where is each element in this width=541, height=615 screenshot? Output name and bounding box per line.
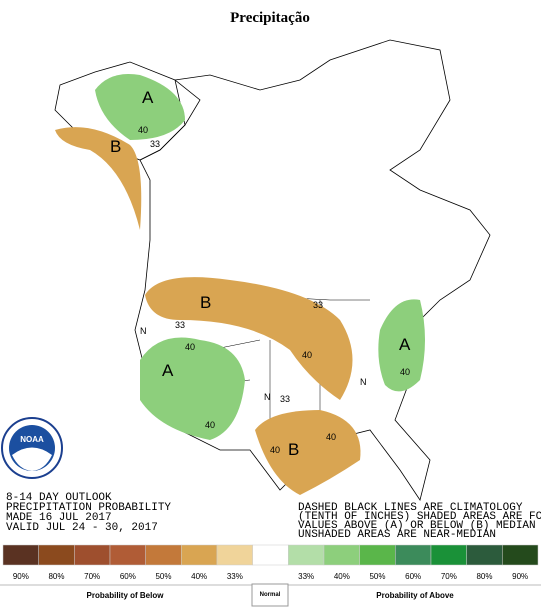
above-area xyxy=(378,299,425,392)
legend-swatch xyxy=(38,544,75,566)
above-area xyxy=(95,74,185,140)
legend-label: 50% xyxy=(369,572,385,581)
map-label: N xyxy=(140,326,147,336)
note-line: (TENTH OF INCHES) SHADED AREAS ARE FCST xyxy=(298,511,541,523)
legend-title: Normal xyxy=(260,592,281,598)
outlook-line: MADE 16 JUL 2017 xyxy=(6,512,112,524)
legend-swatch xyxy=(430,544,467,566)
legend-label: 80% xyxy=(48,572,64,581)
map-label: 33 xyxy=(280,394,290,404)
map-label: 40 xyxy=(326,432,336,442)
legend-label: 60% xyxy=(405,572,421,581)
map-label: 33 xyxy=(175,320,185,330)
legend-swatch xyxy=(74,544,111,566)
map-label: 40 xyxy=(138,125,148,135)
continent xyxy=(134,39,491,501)
legend-swatch xyxy=(502,544,539,566)
below-area xyxy=(55,127,142,230)
map xyxy=(54,39,491,501)
title: Precipitação xyxy=(230,10,310,26)
above-area xyxy=(140,337,245,440)
logo-text: NOAA xyxy=(20,435,44,444)
below-area xyxy=(255,410,361,495)
normal-box xyxy=(251,583,289,607)
note-line: UNSHADED AREAS ARE NEAR-MEDIAN xyxy=(298,529,496,541)
map-label: N xyxy=(264,392,271,402)
legend-label: 60% xyxy=(120,572,136,581)
legend-label: 33% xyxy=(298,572,314,581)
legend-swatch xyxy=(109,544,146,566)
note-line: DASHED BLACK LINES ARE CLIMATOLOGY xyxy=(298,502,523,514)
legend-label: 80% xyxy=(476,572,492,581)
legend-swatch xyxy=(359,544,396,566)
legend-title: Probability of Below xyxy=(87,591,165,600)
map-label: 33 xyxy=(150,139,160,149)
outlook-line: VALID JUL 24 - 30, 2017 xyxy=(6,522,158,534)
map-label: 33 xyxy=(313,300,323,310)
legend-label: 50% xyxy=(155,572,171,581)
legend-label: 40% xyxy=(191,572,207,581)
legend-swatch xyxy=(466,544,503,566)
legend: 90% 80% 70% 60% 50% 40% 33% 33% 40% 50% 60% 70% 80% 9… xyxy=(0,544,541,586)
legend-swatch xyxy=(2,544,39,566)
map-label: 40 xyxy=(400,367,410,377)
map-label: B xyxy=(110,137,121,156)
legend-label: 90% xyxy=(512,572,528,581)
noaa-logo: NOAA xyxy=(1,417,63,479)
map-label: A xyxy=(162,361,174,380)
map-label: 40 xyxy=(302,350,312,360)
legend-swatch xyxy=(323,544,360,566)
map-label: B xyxy=(200,293,211,312)
map-label: 40 xyxy=(205,420,215,430)
legend-label: 90% xyxy=(13,572,29,581)
note-line: VALUES ABOVE (A) OR BELOW (B) MEDIAN xyxy=(298,520,536,532)
legend-swatch xyxy=(181,544,218,566)
map-label: A xyxy=(399,335,411,354)
legend-title: Probability of Above xyxy=(376,591,454,600)
map-labels: A 40 33 B B 33 40 A 40 A 40 33 N N B 40 … xyxy=(110,88,411,459)
legend-label: 40% xyxy=(334,572,350,581)
legend-swatch xyxy=(145,544,182,566)
legend-label: 70% xyxy=(441,572,457,581)
legend-swatch xyxy=(288,544,325,566)
outlook-line: PRECIPITATION PROBABILITY xyxy=(6,502,171,514)
notes-text: DASHED BLACK LINES ARE CLIMATOLOGY(TENTH… xyxy=(298,502,541,541)
map-label: A xyxy=(142,88,154,107)
below-area xyxy=(145,277,353,400)
map-label: N xyxy=(360,377,367,387)
map-label: 40 xyxy=(185,342,195,352)
outlook-line: 8-14 DAY OUTLOOK xyxy=(6,492,112,504)
borders xyxy=(149,289,370,450)
legend-swatch xyxy=(252,544,289,566)
legend-swatch xyxy=(395,544,432,566)
map-label: B xyxy=(288,440,299,459)
legend-swatch xyxy=(216,544,253,566)
legend-label: 70% xyxy=(84,572,100,581)
shading xyxy=(55,74,425,495)
legend-label: 33% xyxy=(227,572,243,581)
map-label: 40 xyxy=(270,445,280,455)
